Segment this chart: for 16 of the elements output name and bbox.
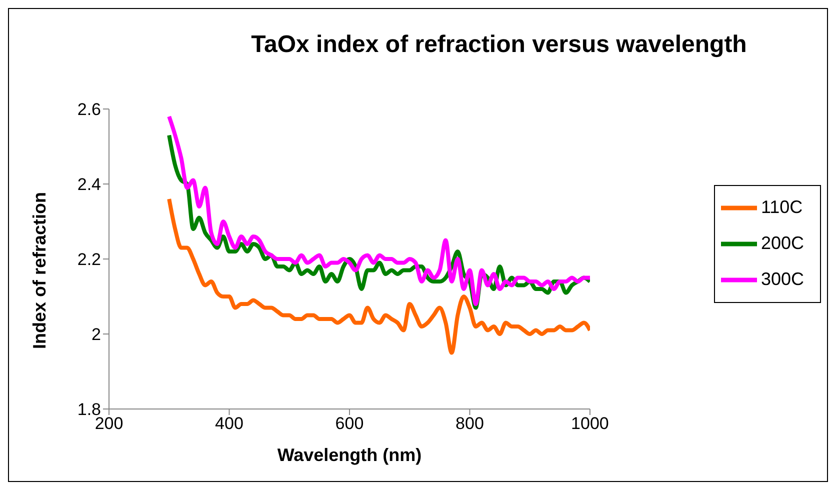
x-tick-label: 600 — [335, 414, 364, 434]
legend-label: 300C — [760, 268, 804, 289]
x-tick-label: 800 — [456, 414, 484, 434]
x-axis-title: Wavelength (nm) — [277, 445, 422, 465]
x-tick-label: 400 — [215, 414, 244, 434]
chart-title: TaOx index of refraction versus wavelength — [250, 31, 748, 59]
y-tick-label: 2.2 — [77, 250, 101, 270]
y-tick-label: 2.4 — [77, 175, 101, 194]
x-tick-label: 1000 — [571, 414, 609, 434]
legend-label: 200C — [760, 232, 804, 253]
y-tick-label: 2.6 — [77, 100, 101, 120]
x-tick-label: 200 — [94, 414, 124, 434]
legend-label: 110C — [760, 196, 803, 217]
line-series — [167, 197, 590, 355]
y-axis-title: Index of refraction — [29, 192, 50, 349]
y-tick-label: 2 — [92, 325, 101, 344]
